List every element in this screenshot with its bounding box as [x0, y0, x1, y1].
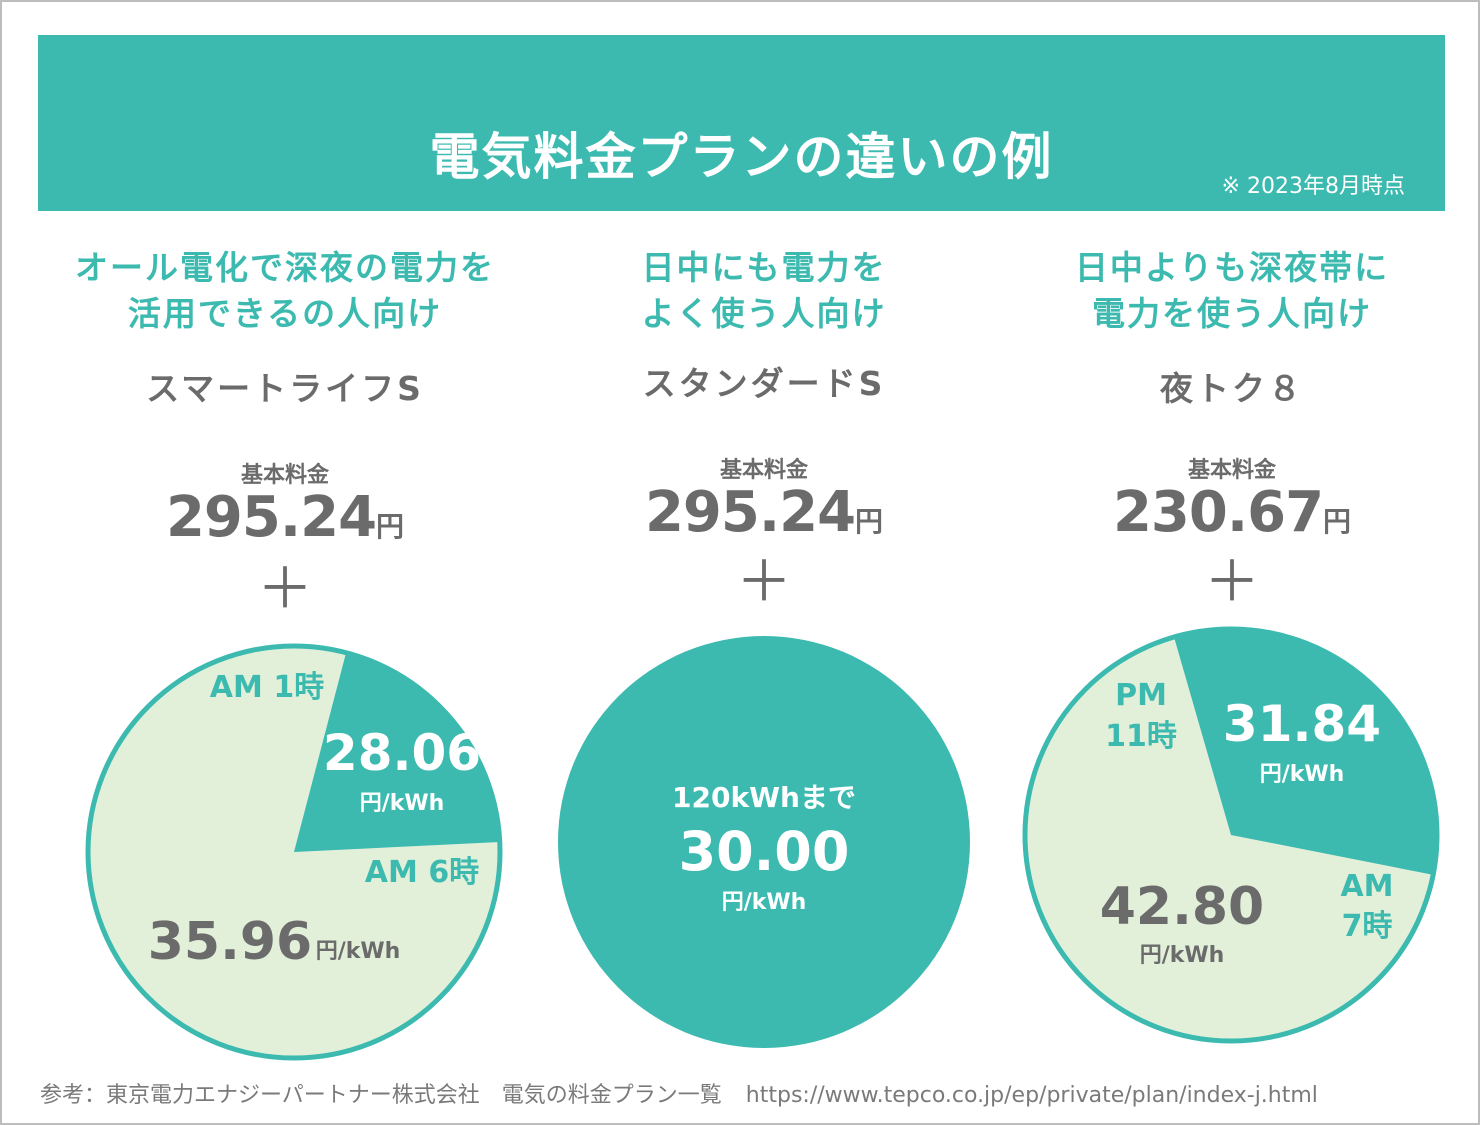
- base-fee-unit: 円: [1323, 505, 1352, 538]
- pie-small-segment: [294, 653, 500, 852]
- base-fee-price: 295.24円: [524, 480, 1004, 545]
- large-segment-rate: 35.96: [148, 912, 312, 972]
- small-segment-rate: 31.84: [1223, 695, 1381, 753]
- plan-target-line2: 電力を使う人向け: [1092, 294, 1372, 333]
- pie-standard: 120kWhまで 30.00 円/kWh: [558, 636, 970, 1048]
- plus-sign: ＋: [736, 550, 792, 615]
- header-banner: 電気料金プランの違いの例 ※ 2023年8月時点: [38, 35, 1445, 211]
- pie-full-segment: [558, 636, 970, 1048]
- plan-target-line1: 日中よりも深夜帯に: [1074, 248, 1390, 287]
- page-title: 電気料金プランの違いの例: [429, 128, 1054, 186]
- date-note: ※ 2023年8月時点: [1221, 174, 1405, 199]
- usage-condition-label: 120kWhまで: [672, 781, 856, 814]
- base-fee-value: 230.67: [1112, 480, 1324, 545]
- plan-name: 夜トク８: [1160, 369, 1304, 408]
- large-segment-unit: 円/kWh: [316, 939, 401, 964]
- pie-smart-life: AM 1時 28.06 円/kWh AM 6時 35.96 円/kWh: [85, 643, 503, 1061]
- base-fee-price: 230.67円: [992, 480, 1472, 545]
- plan-target-line2: よく使う人向け: [641, 294, 887, 333]
- boundary-end-label: AM 6時: [365, 855, 479, 890]
- plus-sign: ＋: [257, 557, 313, 622]
- boundary-end-label-line2: 7時: [1342, 909, 1393, 944]
- plan-target-line1: オール電化で深夜の電力を: [75, 248, 495, 287]
- plan-name: スマートライフS: [146, 369, 424, 408]
- boundary-start-label-line2: 11時: [1105, 719, 1177, 754]
- plan-target-line1: 日中にも電力を: [641, 248, 887, 287]
- base-fee-value: 295.24: [644, 480, 856, 545]
- base-fee-unit: 円: [376, 510, 405, 543]
- small-segment-unit: 円/kWh: [1260, 762, 1345, 787]
- large-segment-rate: 42.80: [1100, 877, 1264, 937]
- boundary-start-label: AM 1時: [210, 670, 324, 705]
- boundary-start-label-line1: PM: [1115, 678, 1167, 713]
- base-fee-label: 基本料金: [240, 463, 329, 488]
- base-fee-value: 295.24: [165, 485, 377, 550]
- base-fee-label: 基本料金: [1187, 458, 1276, 483]
- base-fee-price: 295.24円: [45, 485, 525, 550]
- flat-rate-unit: 円/kWh: [722, 890, 807, 915]
- flat-rate: 30.00: [679, 820, 850, 883]
- small-segment-rate: 28.06: [323, 724, 481, 782]
- source-url: https://www.tepco.co.jp/ep/private/plan/…: [745, 1083, 1318, 1108]
- plan-target-line2: 活用できるの人向け: [127, 294, 443, 333]
- plan-name: スタンダードS: [642, 364, 886, 403]
- large-segment-unit: 円/kWh: [1140, 943, 1225, 968]
- boundary-end-label-line1: AM: [1340, 869, 1393, 904]
- small-segment-unit: 円/kWh: [360, 791, 445, 816]
- plus-sign: ＋: [1204, 550, 1260, 615]
- pie-yoru-toku: PM 11時 31.84 円/kWh AM 7時 42.80 円/kWh: [1022, 626, 1440, 1044]
- source-text: 参考：東京電力エナジーパートナー株式会社 電気の料金プラン一覧: [40, 1083, 722, 1108]
- source-footer: 参考：東京電力エナジーパートナー株式会社 電気の料金プラン一覧 https://w…: [40, 1077, 1318, 1109]
- pie-small-segment: [1174, 628, 1438, 875]
- base-fee-label: 基本料金: [719, 458, 808, 483]
- base-fee-unit: 円: [855, 505, 884, 538]
